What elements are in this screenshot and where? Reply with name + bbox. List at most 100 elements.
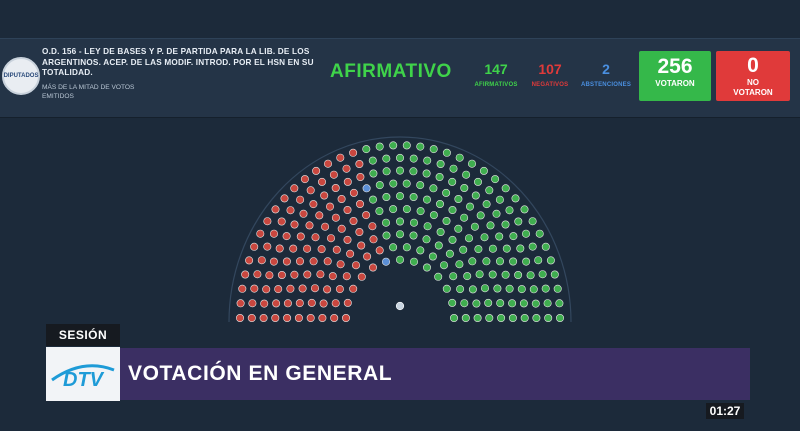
seat-negativo [311,233,320,242]
seat-negativo [328,272,337,281]
seat-negativo [329,170,338,179]
seat-afirmativo [395,255,404,264]
seat-afirmativo [544,313,553,322]
seat-afirmativo [409,218,418,227]
seat-afirmativo [502,244,511,253]
seat-afirmativo [541,284,550,293]
seat-negativo [286,284,295,293]
seat-negativo [295,257,304,266]
seat-negativo [369,235,378,244]
seat-afirmativo [409,257,418,266]
count-abstenciones-label: ABSTENCIONES [580,82,632,88]
seat-afirmativo [491,175,500,184]
seat-afirmativo [382,193,391,202]
votaron-value: 256 [657,55,693,78]
seat-negativo [277,217,286,226]
seat-afirmativo [461,313,470,322]
seat-negativo [245,256,254,265]
seat-presidencia [395,301,405,311]
seat-afirmativo [362,145,371,154]
seat-afirmativo [389,141,398,150]
count-afirmativos-label: AFIRMATIVOS [474,82,518,88]
seat-afirmativo [509,232,518,241]
seat-afirmativo [395,217,404,226]
seat-afirmativo [546,256,555,265]
seat-afirmativo [409,167,418,176]
seat-afirmativo [454,224,463,233]
seat-afirmativo [455,153,464,162]
seat-negativo [363,252,372,261]
seat-afirmativo [416,181,425,190]
seat-negativo [368,263,377,272]
seat-afirmativo [402,141,411,150]
seat-negativo [325,202,334,211]
seat-afirmativo [528,242,537,251]
count-negativos-value: 107 [538,61,562,77]
seat-afirmativo [495,195,504,204]
seat-negativo [326,234,335,243]
seat-negativo [343,298,352,307]
seat-afirmativo [470,222,479,231]
seat-afirmativo [409,154,418,163]
seat-negativo [241,270,250,279]
seat-negativo [271,205,280,214]
seat-negativo [274,285,283,294]
seat-negativo [351,261,360,270]
seat-afirmativo [375,207,384,216]
seat-negativo [305,221,314,230]
seat-afirmativo [449,164,458,173]
seat-afirmativo [543,299,552,308]
seat-afirmativo [436,160,445,169]
seat-afirmativo [509,257,518,266]
lower-third-headline: VOTACIÓN EN GENERAL [128,362,393,385]
seat-afirmativo [422,263,431,272]
seat-abstencion [381,257,390,266]
seat-afirmativo [501,270,510,279]
seat-negativo [296,195,305,204]
hemicycle-outline [228,136,572,323]
seat-afirmativo [409,193,418,202]
seat-afirmativo [389,205,398,214]
count-negativos-label: NEGATIVOS [531,82,569,88]
chamber-logo: DIPUTADOS [2,57,40,95]
seat-negativo [323,159,332,168]
seat-afirmativo [369,169,378,178]
seat-afirmativo [482,200,491,209]
seat-negativo [282,232,291,241]
seat-afirmativo [448,206,457,215]
seat-afirmativo [402,205,411,214]
seat-afirmativo [435,200,444,209]
seat-afirmativo [389,179,398,188]
seat-negativo [331,213,340,222]
seat-afirmativo [448,177,457,186]
seat-negativo [321,222,330,231]
seat-afirmativo [448,235,457,244]
seat-afirmativo [526,271,535,280]
seat-afirmativo [395,166,404,175]
seat-afirmativo [480,284,489,293]
seat-negativo [275,244,284,253]
broadcast-clock: 01:27 [706,403,744,419]
dtv-logo-icon: DTV [51,364,115,391]
seat-negativo [356,173,365,182]
seat-negativo [280,194,289,203]
seat-negativo [298,284,307,293]
count-afirmativos: 147 AFIRMATIVOS [470,61,522,88]
seat-negativo [323,257,332,266]
seat-negativo [336,153,345,162]
seat-negativo [317,177,326,186]
seat-afirmativo [375,142,384,151]
seat-negativo [357,272,366,281]
seat-negativo [283,299,292,308]
seat-afirmativo [492,209,501,218]
seat-negativo [290,270,299,279]
vote-result: AFIRMATIVO [330,61,452,82]
seat-afirmativo [382,167,391,176]
seat-negativo [323,285,332,294]
seat-afirmativo [382,231,391,240]
seat-negativo [290,184,299,193]
seat-negativo [309,200,318,209]
seat-afirmativo [531,299,540,308]
seat-negativo [265,271,274,280]
